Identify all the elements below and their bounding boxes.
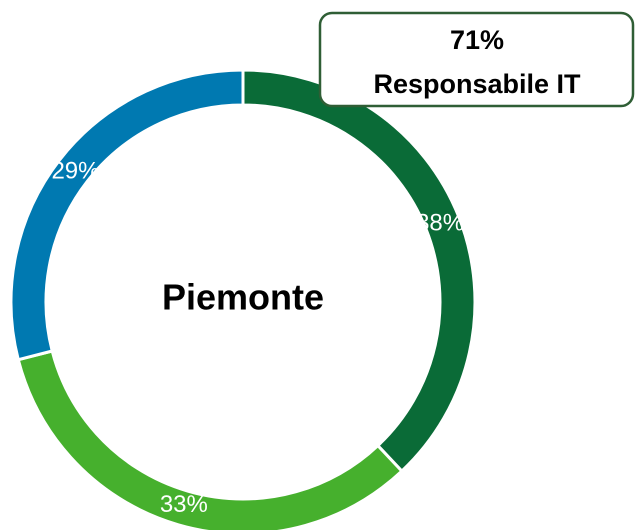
callout-text: Responsabile IT xyxy=(373,69,581,99)
slice xyxy=(241,68,477,474)
callout-value: 71% xyxy=(450,25,504,55)
center-label: Piemonte xyxy=(162,277,324,318)
slice xyxy=(16,349,404,530)
callout-box xyxy=(318,11,635,108)
slice-label: 33% xyxy=(160,491,208,518)
donut xyxy=(9,68,477,530)
slice-label: 38% xyxy=(416,209,464,236)
slice-label: 29% xyxy=(51,157,99,184)
slice xyxy=(9,68,245,362)
